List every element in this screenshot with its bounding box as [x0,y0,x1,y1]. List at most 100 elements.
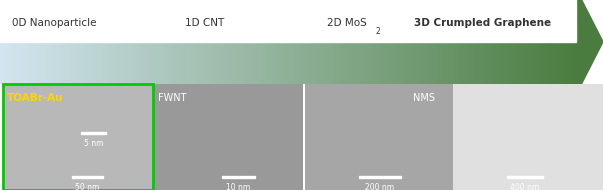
Bar [441,0,442,84]
Bar [326,0,327,84]
Bar [517,0,518,84]
Text: 200 nm: 200 nm [365,183,394,190]
Bar [170,0,171,84]
Bar [222,176,254,178]
Bar [478,0,479,84]
Bar [196,0,197,84]
Bar [107,0,108,84]
Bar [17,0,19,84]
Bar [337,0,338,84]
Bar [371,0,373,84]
Bar [383,0,384,84]
Bar [494,0,495,84]
Bar [481,0,482,84]
Bar [397,0,399,84]
Bar [354,0,356,84]
Bar [154,84,303,190]
Bar [402,0,403,84]
Bar [10,0,11,84]
Bar [531,0,532,84]
Bar [190,0,192,84]
Bar [301,0,302,84]
Bar [488,0,490,84]
Bar [435,0,436,84]
Bar [267,0,268,84]
Bar [4,0,6,84]
Bar [323,0,324,84]
Bar [520,0,521,84]
Bar [400,0,402,84]
Bar [178,0,180,84]
Bar [39,0,40,84]
Bar [567,0,569,84]
Bar [235,0,236,84]
Bar [422,0,423,84]
Bar [133,0,134,84]
Bar [6,0,7,84]
Bar [410,0,412,84]
Bar [549,0,550,84]
Bar [557,0,558,84]
Bar [209,0,210,84]
Bar [186,0,187,84]
Bar [82,0,83,84]
Bar [456,0,458,84]
Text: 2D MoS: 2D MoS [327,18,367,28]
Bar [157,0,159,84]
Bar [252,0,253,84]
Bar [573,0,575,84]
Bar [391,0,393,84]
Text: 5 nm: 5 nm [84,139,103,148]
Bar [333,0,334,84]
Bar [239,0,241,84]
Bar [230,0,232,84]
Bar [167,0,168,84]
Bar [442,0,443,84]
Bar [160,0,161,84]
Bar [358,0,360,84]
Bar [423,0,425,84]
Text: FWNT: FWNT [158,93,186,103]
Bar [429,0,431,84]
Bar [462,0,464,84]
Bar [177,0,178,84]
Bar [521,0,523,84]
Bar [540,0,541,84]
Bar [86,0,88,84]
Bar [361,0,363,84]
Bar [339,0,341,84]
Bar [487,0,488,84]
Bar [198,0,200,84]
Bar [553,0,554,84]
Bar [382,0,383,84]
Bar [294,0,295,84]
Bar [88,0,89,84]
Text: TOABr-Au: TOABr-Au [7,93,64,103]
Bar [236,0,238,84]
Bar [127,0,128,84]
Bar [215,0,216,84]
Bar [364,0,365,84]
Bar [471,0,472,84]
Bar [387,0,389,84]
Bar [507,0,508,84]
Bar [241,0,242,84]
Bar [32,0,33,84]
Bar [269,0,271,84]
Bar [233,0,235,84]
Bar [538,0,540,84]
Bar [527,0,528,84]
Bar [311,0,312,84]
Bar [334,0,335,84]
Bar [197,0,198,84]
Bar [259,0,260,84]
Bar [203,0,204,84]
Bar [93,0,95,84]
Bar [298,0,300,84]
Bar [386,0,387,84]
Bar [485,0,487,84]
Bar [172,0,174,84]
Bar [558,0,560,84]
Bar [445,0,446,84]
Bar [390,0,391,84]
